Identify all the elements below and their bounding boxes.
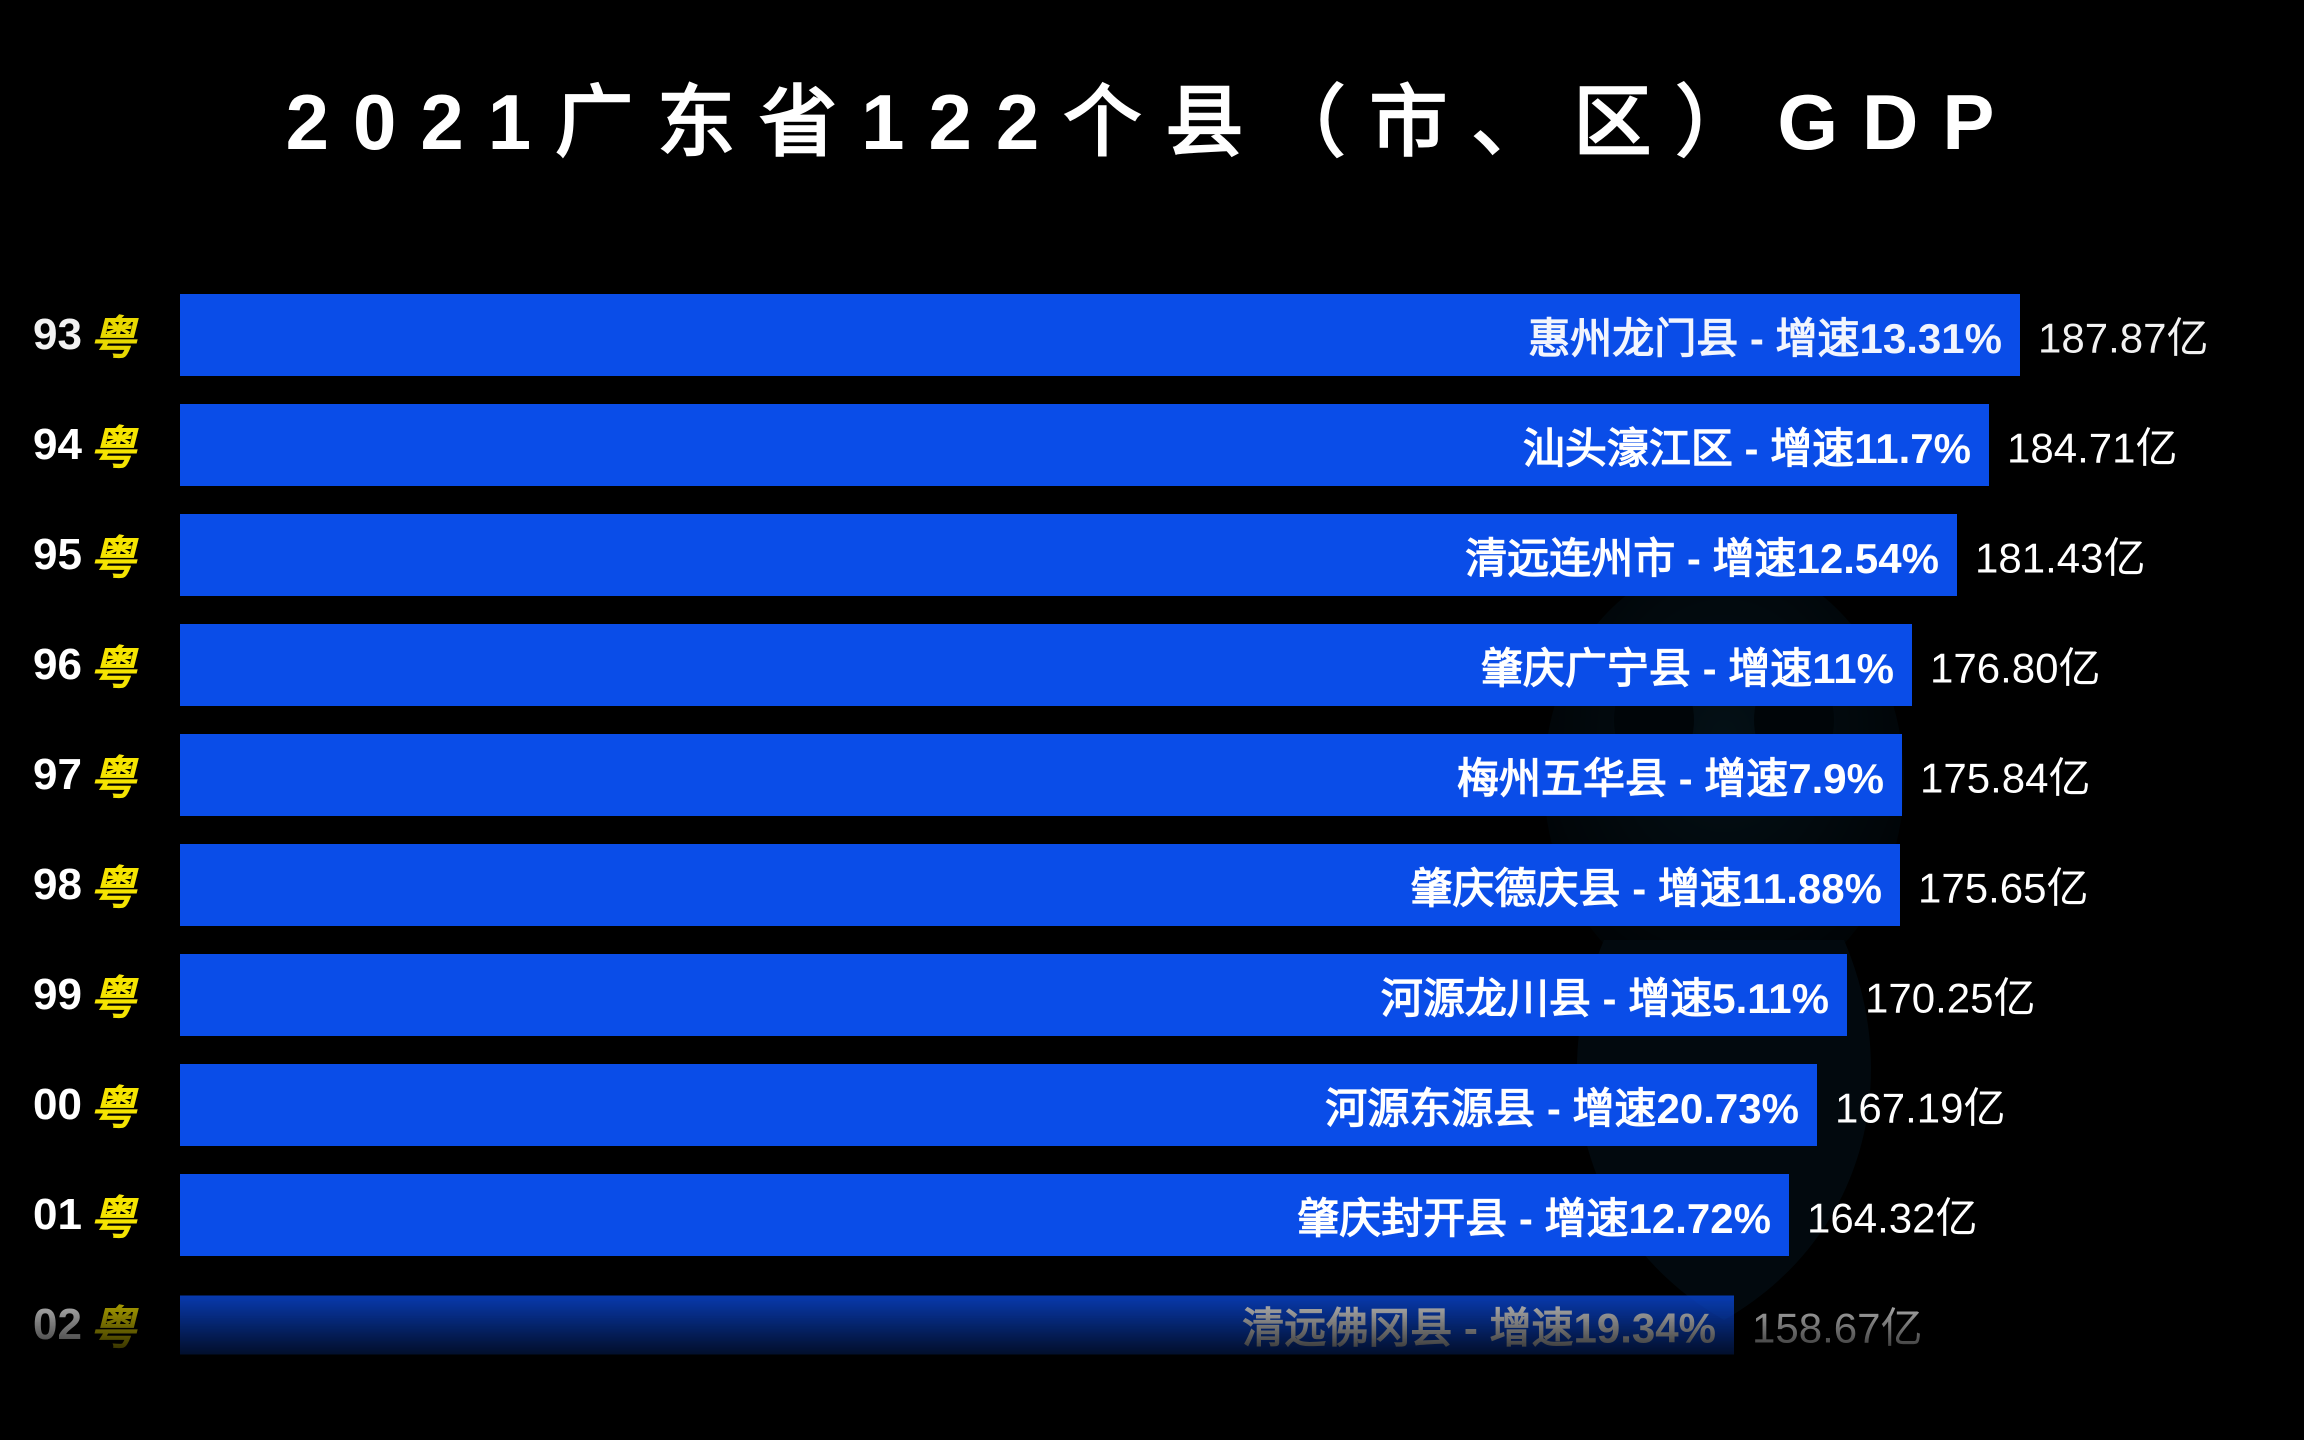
bar-label: 汕头濠江区 - 增速11.7% <box>1523 415 1971 476</box>
province-glyph: 粤 <box>90 962 136 1028</box>
gdp-bar: 肇庆广宁县 - 增速11% <box>180 624 1912 706</box>
gdp-value: 187.87亿 <box>2038 305 2208 366</box>
bar-row: 98粤 肇庆德庆县 - 增速11.88% 175.65亿 <box>0 830 2304 940</box>
gdp-bar: 清远佛冈县 - 增速19.34% <box>180 1296 1734 1355</box>
province-glyph: 粤 <box>90 852 136 918</box>
rank-number: 97 <box>33 750 82 800</box>
gdp-value: 167.19亿 <box>1835 1075 2005 1136</box>
rank-number: 02 <box>33 1300 82 1350</box>
province-glyph: 粤 <box>90 412 136 478</box>
gdp-value: 164.32亿 <box>1807 1185 1977 1246</box>
province-glyph: 粤 <box>90 302 136 368</box>
bar-row: 99粤 河源龙川县 - 增速5.11% 170.25亿 <box>0 940 2304 1050</box>
gdp-bar: 肇庆封开县 - 增速12.72% <box>180 1174 1789 1256</box>
gdp-value: 170.25亿 <box>1865 965 2035 1026</box>
bar-rows-container: 93粤惠州龙门县 - 增速13.31%187.87亿94粤汕头濠江区 - 增速1… <box>0 280 2304 1380</box>
bar-label: 肇庆德庆县 - 增速11.88% <box>1411 855 1882 916</box>
bar-row: 97粤 梅州五华县 - 增速7.9% 175.84亿 <box>0 720 2304 830</box>
province-glyph: 粤 <box>90 1292 136 1358</box>
rank-number: 99 <box>33 970 82 1020</box>
bar-row: 96粤 肇庆广宁县 - 增速11% 176.80亿 <box>0 610 2304 720</box>
gdp-bar: 河源龙川县 - 增速5.11% <box>180 954 1847 1036</box>
bar-row: 02粤 清远佛冈县 - 增速19.34% 158.67亿 <box>0 1270 2304 1380</box>
province-glyph: 粤 <box>90 742 136 808</box>
rank-number: 98 <box>33 860 82 910</box>
chart-stage: 2021广东省122个县（市、区）GDP 171.18亿 93粤惠州龙门县 - … <box>0 0 2304 1440</box>
bar-row: 94粤 汕头濠江区 - 增速11.7% 184.71亿 <box>0 390 2304 500</box>
province-glyph: 粤 <box>90 1072 136 1138</box>
gdp-bar: 清远连州市 - 增速12.54% <box>180 514 1957 596</box>
rank-number: 96 <box>33 640 82 690</box>
gdp-value: 158.67亿 <box>1752 1295 1922 1356</box>
gdp-value: 184.71亿 <box>2007 415 2177 476</box>
bar-label: 清远佛冈县 - 增速19.34% <box>1242 1295 1716 1356</box>
province-glyph: 粤 <box>90 1182 136 1248</box>
gdp-bar: 肇庆德庆县 - 增速11.88% <box>180 844 1900 926</box>
bar-label: 清远连州市 - 增速12.54% <box>1465 525 1939 586</box>
gdp-bar: 惠州龙门县 - 增速13.31% <box>180 294 2020 376</box>
bar-row: 93粤 惠州龙门县 - 增速13.31% 187.87亿 <box>0 280 2304 390</box>
bar-row: 95粤 清远连州市 - 增速12.54% 181.43亿 <box>0 500 2304 610</box>
chart-title: 2021广东省122个县（市、区）GDP <box>0 60 2304 172</box>
rank-number: 95 <box>33 530 82 580</box>
rank-number: 94 <box>33 420 82 470</box>
gdp-value: 175.84亿 <box>1920 745 2090 806</box>
gdp-value: 175.65亿 <box>1918 855 2088 916</box>
gdp-value: 181.43亿 <box>1975 525 2145 586</box>
gdp-value: 176.80亿 <box>1930 635 2100 696</box>
bar-label: 梅州五华县 - 增速7.9% <box>1457 745 1884 806</box>
rank-number: 01 <box>33 1190 82 1240</box>
bar-label: 河源龙川县 - 增速5.11% <box>1381 965 1829 1026</box>
rank-number: 00 <box>33 1080 82 1130</box>
province-glyph: 粤 <box>90 522 136 588</box>
rank-number: 93 <box>33 310 82 360</box>
bar-row: 01粤 肇庆封开县 - 增速12.72% 164.32亿 <box>0 1160 2304 1270</box>
gdp-bar: 梅州五华县 - 增速7.9% <box>180 734 1902 816</box>
gdp-bar: 汕头濠江区 - 增速11.7% <box>180 404 1989 486</box>
bar-label: 河源东源县 - 增速20.73% <box>1325 1075 1799 1136</box>
bar-row: 00粤 河源东源县 - 增速20.73% 167.19亿 <box>0 1050 2304 1160</box>
bar-label: 肇庆广宁县 - 增速11% <box>1481 635 1894 696</box>
bar-label: 惠州龙门县 - 增速13.31% <box>1528 305 2002 366</box>
bar-label: 肇庆封开县 - 增速12.72% <box>1297 1185 1771 1246</box>
gdp-bar: 河源东源县 - 增速20.73% <box>180 1064 1817 1146</box>
province-glyph: 粤 <box>90 632 136 698</box>
